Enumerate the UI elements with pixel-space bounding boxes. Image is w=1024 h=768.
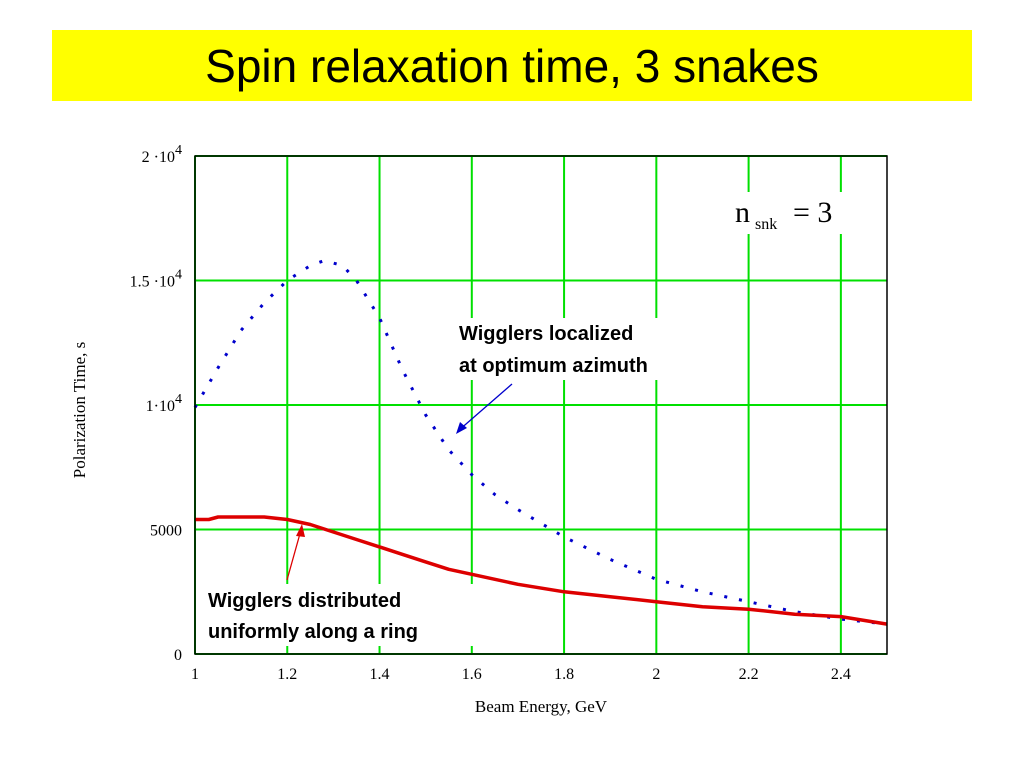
series-localized-line bbox=[193, 259, 888, 626]
x-tick-label-6: 2.2 bbox=[739, 666, 759, 683]
y-tick-labels: 0 5000 1·104 1.5 ·104 2 ·104 bbox=[130, 143, 182, 664]
y-tick-label-4: 2 ·104 bbox=[142, 143, 182, 166]
x-tick-label-4: 1.8 bbox=[554, 666, 574, 683]
series-distributed-line bbox=[195, 515, 888, 626]
title-banner: Spin relaxation time, 3 snakes bbox=[52, 30, 972, 101]
annotation-localized-arrow bbox=[457, 383, 513, 432]
annotation-distributed-arrowhead bbox=[296, 524, 305, 537]
annotation-localized-line-2: at optimum azimuth bbox=[459, 355, 648, 377]
annotation-distributed: Wigglers distributed uniformly along a r… bbox=[203, 524, 483, 646]
annotation-distributed-background bbox=[203, 584, 483, 646]
y-tick-label-1: 5000 bbox=[150, 523, 182, 540]
x-tick-label-5: 2 bbox=[652, 666, 660, 683]
x-tick-label-7: 2.4 bbox=[831, 666, 851, 683]
x-tick-label-2: 1.4 bbox=[370, 666, 390, 683]
annotation-localized-line-1: Wigglers localized bbox=[459, 323, 633, 345]
annotation-distributed-line-2: uniformly along a ring bbox=[208, 621, 418, 643]
parameter-base: n bbox=[735, 196, 750, 229]
parameter-label: n snk = 3 bbox=[725, 192, 853, 234]
parameter-subscript: snk bbox=[755, 216, 777, 233]
parameter-label-background bbox=[725, 192, 853, 234]
x-tick-labels: 1 1.2 1.4 1.6 1.8 2 2.2 2.4 bbox=[191, 666, 851, 683]
annotation-localized-arrowhead bbox=[456, 422, 467, 434]
y-axis-title: Polarization Time, s bbox=[70, 342, 89, 478]
plot-frame bbox=[194, 155, 888, 655]
annotation-localized: Wigglers localized at optimum azimuth bbox=[454, 318, 704, 434]
y-tick-label-2: 1·104 bbox=[146, 392, 182, 415]
annotation-distributed-line-1: Wigglers distributed bbox=[208, 590, 401, 612]
x-tick-label-0: 1 bbox=[191, 666, 199, 683]
parameter-relation: = 3 bbox=[793, 196, 832, 229]
x-axis-title: Beam Energy, GeV bbox=[475, 697, 608, 716]
slide-title: Spin relaxation time, 3 snakes bbox=[205, 39, 819, 92]
annotation-localized-background bbox=[454, 318, 704, 380]
annotation-distributed-arrow bbox=[286, 529, 302, 581]
series-group bbox=[193, 259, 888, 626]
y-tick-label-3: 1.5 ·104 bbox=[130, 268, 182, 291]
x-tick-label-1: 1.2 bbox=[277, 666, 297, 683]
y-tick-label-0: 0 bbox=[174, 647, 182, 664]
x-tick-label-3: 1.6 bbox=[462, 666, 482, 683]
